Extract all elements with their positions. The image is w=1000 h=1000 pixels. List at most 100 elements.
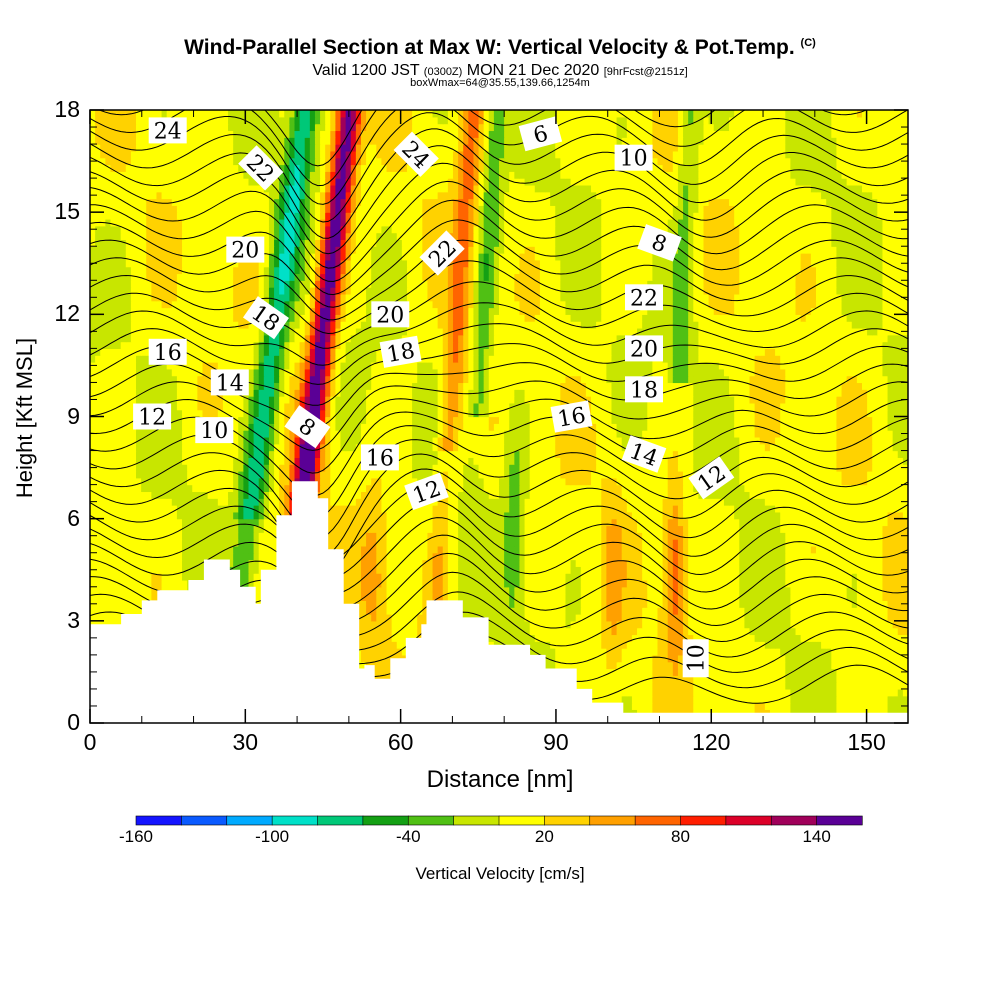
- w-field-cell: [892, 552, 899, 561]
- w-field-cell: [473, 525, 480, 533]
- w-field-cell: [555, 518, 561, 527]
- w-field-cell: [846, 566, 853, 574]
- w-field-cell: [478, 552, 485, 561]
- w-field-cell: [391, 559, 398, 567]
- w-field-cell: [238, 532, 244, 540]
- w-field-cell: [872, 668, 878, 676]
- w-field-cell: [585, 648, 592, 656]
- w-field-cell: [631, 525, 638, 533]
- w-field-cell: [422, 552, 429, 561]
- w-field-cell: [437, 525, 444, 533]
- w-field-cell: [442, 586, 449, 595]
- w-field-cell: [585, 552, 592, 561]
- w-field-cell: [90, 607, 96, 615]
- w-field-cell: [488, 552, 495, 561]
- w-field-cell: [739, 634, 745, 642]
- w-field-cell: [631, 634, 638, 642]
- w-field-cell: [647, 593, 653, 601]
- w-field-cell: [253, 566, 260, 574]
- w-field-cell: [877, 702, 884, 710]
- w-field-cell: [366, 654, 372, 663]
- w-field-cell: [662, 532, 669, 540]
- w-field-cell: [504, 620, 510, 629]
- w-field-cell: [228, 559, 234, 567]
- w-field-cell: [611, 525, 618, 533]
- w-field-cell: [877, 627, 884, 636]
- w-field-cell: [120, 505, 127, 513]
- w-field-cell: [565, 525, 572, 533]
- w-field-cell: [805, 661, 812, 670]
- w-field-cell: [253, 573, 260, 581]
- w-field-cell: [877, 511, 884, 520]
- w-field-cell: [718, 593, 725, 601]
- w-field-cell: [442, 545, 449, 554]
- w-field-cell: [141, 532, 147, 540]
- w-field-cell: [192, 573, 198, 581]
- w-field-cell: [734, 579, 740, 588]
- w-field-cell: [504, 614, 510, 622]
- w-field-cell: [877, 641, 884, 649]
- w-field-cell: [785, 511, 792, 520]
- w-field-cell: [504, 573, 510, 581]
- w-field-cell: [805, 566, 812, 574]
- w-field-cell: [672, 579, 679, 588]
- w-field-cell: [565, 634, 572, 642]
- w-field-cell: [902, 559, 908, 567]
- w-field-cell: [729, 525, 735, 533]
- w-field-cell: [826, 559, 832, 567]
- w-field-cell: [580, 573, 587, 581]
- w-field-cell: [130, 559, 137, 567]
- w-field-cell: [872, 566, 878, 574]
- w-field-cell: [534, 641, 541, 649]
- w-field-cell: [759, 634, 766, 642]
- w-field-cell: [621, 607, 628, 615]
- w-field-cell: [176, 579, 183, 588]
- w-field-cell: [534, 559, 541, 567]
- w-field-cell: [120, 579, 127, 588]
- w-field-cell: [575, 579, 582, 588]
- w-field-cell: [447, 539, 454, 547]
- w-field-cell: [647, 634, 653, 642]
- w-field-cell: [120, 552, 127, 561]
- w-field-cell: [621, 614, 628, 622]
- w-field-cell: [412, 627, 418, 636]
- w-field-cell: [703, 573, 710, 581]
- w-field-cell: [764, 545, 771, 554]
- w-field-cell: [253, 505, 260, 513]
- w-field-cell: [856, 532, 863, 540]
- w-field-cell: [815, 593, 822, 601]
- w-field-cell: [570, 559, 577, 567]
- w-field-cell: [611, 661, 618, 670]
- w-field-cell: [723, 532, 730, 540]
- w-field-cell: [146, 525, 152, 533]
- w-field-cell: [887, 682, 894, 690]
- w-field-cell: [657, 586, 664, 595]
- w-field-cell: [754, 641, 761, 649]
- w-field-cell: [672, 559, 679, 567]
- w-field-cell: [473, 600, 480, 608]
- w-field-cell: [718, 661, 725, 670]
- w-field-cell: [815, 532, 822, 540]
- w-field-cell: [749, 545, 756, 554]
- w-field-cell: [744, 620, 751, 629]
- w-field-cell: [616, 579, 623, 588]
- w-field-cell: [769, 634, 776, 642]
- w-field-cell: [800, 566, 807, 574]
- w-field-cell: [892, 559, 899, 567]
- w-field-cell: [417, 552, 423, 561]
- w-field-cell: [130, 505, 137, 513]
- w-field-cell: [601, 600, 607, 608]
- w-field-cell: [233, 559, 239, 567]
- w-field-cell: [718, 525, 725, 533]
- w-field-cell: [550, 552, 556, 561]
- w-field-cell: [575, 593, 582, 601]
- w-field-cell: [795, 641, 802, 649]
- w-field-cell: [672, 586, 679, 595]
- w-field-cell: [611, 675, 618, 683]
- w-field-cell: [243, 552, 250, 561]
- w-field-cell: [596, 539, 602, 547]
- w-field-cell: [596, 600, 602, 608]
- w-field-cell: [545, 579, 551, 588]
- w-field-cell: [616, 648, 623, 656]
- w-field-cell: [775, 566, 781, 574]
